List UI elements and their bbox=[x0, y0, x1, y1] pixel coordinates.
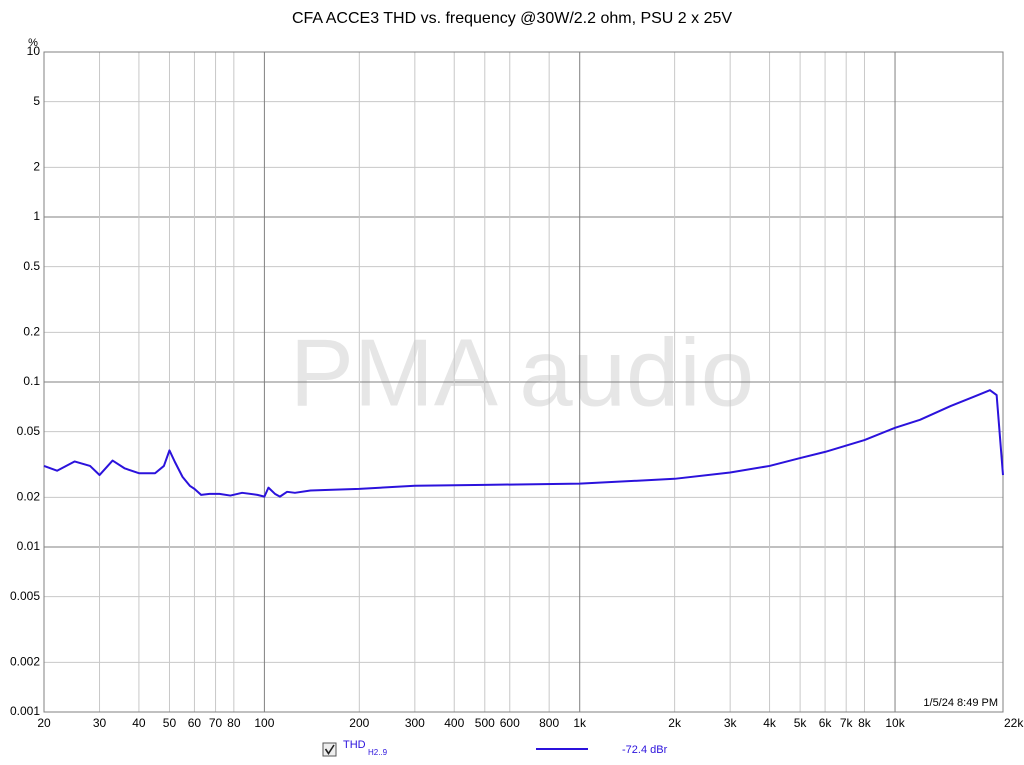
check-mark bbox=[324, 744, 335, 755]
x-tick-label: 1k bbox=[573, 716, 587, 730]
y-tick-label: 0.05 bbox=[17, 424, 41, 438]
y-tick-label: 0.002 bbox=[10, 655, 40, 669]
y-tick-label: 1 bbox=[33, 209, 40, 223]
x-tick-label: 6k bbox=[819, 716, 833, 730]
x-tick-label: 60 bbox=[188, 716, 202, 730]
x-tick-label: 20 bbox=[37, 716, 51, 730]
data-line bbox=[43, 389, 1004, 498]
legend-subscript: H2..9 bbox=[368, 748, 388, 757]
y-tick-label: 2 bbox=[33, 160, 40, 174]
x-tick-label: 2k bbox=[668, 716, 682, 730]
y-tick-label: 0.001 bbox=[10, 704, 40, 718]
x-tick-label: 70 bbox=[209, 716, 223, 730]
y-tick-label: 0.005 bbox=[10, 589, 40, 603]
y-tick-label: 10 bbox=[27, 44, 41, 58]
plot-frame bbox=[43, 51, 1004, 713]
x-tick-label: 3k bbox=[724, 716, 738, 730]
x-tick-label: 500 bbox=[475, 716, 495, 730]
y-tick-label: 0.5 bbox=[23, 259, 40, 273]
x-tick-label: 800 bbox=[539, 716, 559, 730]
x-tick-label: 400 bbox=[444, 716, 464, 730]
x-tick-label: 100 bbox=[254, 716, 274, 730]
y-tick-label: 0.2 bbox=[23, 325, 40, 339]
x-tick-label: 40 bbox=[132, 716, 146, 730]
grid bbox=[43, 51, 1004, 713]
x-tick-label: 50 bbox=[163, 716, 177, 730]
x-tick-label: 5k bbox=[794, 716, 808, 730]
x-tick-label: 30 bbox=[93, 716, 107, 730]
x-tick-label: 200 bbox=[349, 716, 369, 730]
y-tick-label: 0.02 bbox=[17, 490, 41, 504]
y-axis-label: % bbox=[28, 37, 38, 49]
chart-title: CFA ACCE3 THD vs. frequency @30W/2.2 ohm… bbox=[292, 10, 732, 27]
x-tick-label: 10k bbox=[885, 716, 905, 730]
x-tick-label: 7k bbox=[840, 716, 854, 730]
x-tick-label: 4k bbox=[763, 716, 777, 730]
legend-label: THD bbox=[343, 739, 366, 751]
x-tick-label: 80 bbox=[227, 716, 241, 730]
x-tick-label: 600 bbox=[500, 716, 520, 730]
legend-value: -72.4 dBr bbox=[622, 744, 668, 756]
x-tick-label: 300 bbox=[405, 716, 425, 730]
x-tick-label: 8k bbox=[858, 716, 872, 730]
watermark: PMA audio bbox=[290, 319, 754, 426]
y-tick-label: 5 bbox=[33, 94, 40, 108]
y-tick-label: 0.1 bbox=[23, 374, 40, 388]
annotation: 1/5/24 8:49 PM bbox=[923, 697, 998, 709]
x-tick-label: 22kHz bbox=[1004, 716, 1024, 730]
y-tick-label: 0.01 bbox=[17, 539, 41, 553]
